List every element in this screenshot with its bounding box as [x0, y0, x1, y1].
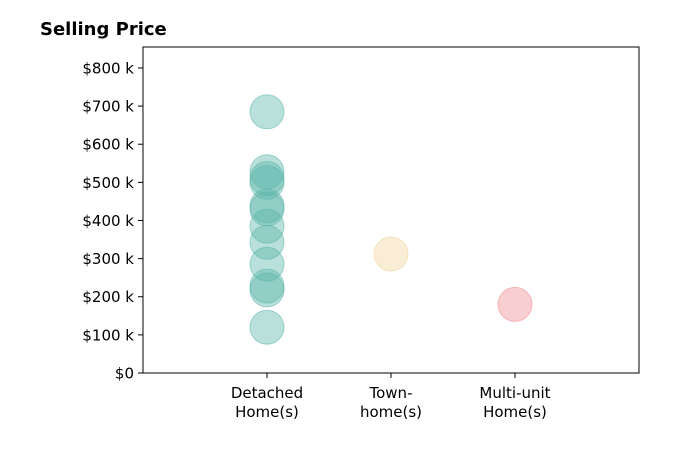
x-tick-label: Multi-unit Home(s) — [479, 384, 550, 421]
data-point — [249, 246, 285, 282]
plot-frame — [142, 46, 640, 374]
x-axis: Detached Home(s) Town-home(s) Multi-unit Hom… — [231, 373, 551, 421]
data-point — [373, 236, 409, 272]
y-tick-label: $300 k — [82, 250, 134, 268]
data-point — [497, 286, 533, 322]
y-tick-label: $700 k — [82, 98, 134, 116]
y-tick-label: $200 k — [82, 288, 134, 306]
x-tick-label: Detached Home(s) — [231, 384, 303, 421]
y-tick-label: $100 k — [82, 326, 134, 344]
data-point — [249, 208, 285, 244]
data-point — [249, 272, 285, 308]
data-point — [249, 309, 285, 345]
y-tick-label: $400 k — [82, 212, 134, 230]
x-tick-label: Town-home(s) — [360, 384, 422, 421]
y-tick-label: $0 — [115, 365, 134, 383]
y-tick-label: $800 k — [82, 59, 134, 77]
y-tick-label: $600 k — [82, 136, 134, 154]
data-point — [249, 94, 285, 130]
y-axis: $0 $100 k $200 k $300 k $400 k $500 k $600 k $7… — [82, 59, 143, 383]
y-tick-label: $500 k — [82, 174, 134, 192]
data-point — [249, 224, 285, 260]
data-points — [249, 94, 533, 345]
chart-title: Selling Price — [40, 19, 167, 40]
